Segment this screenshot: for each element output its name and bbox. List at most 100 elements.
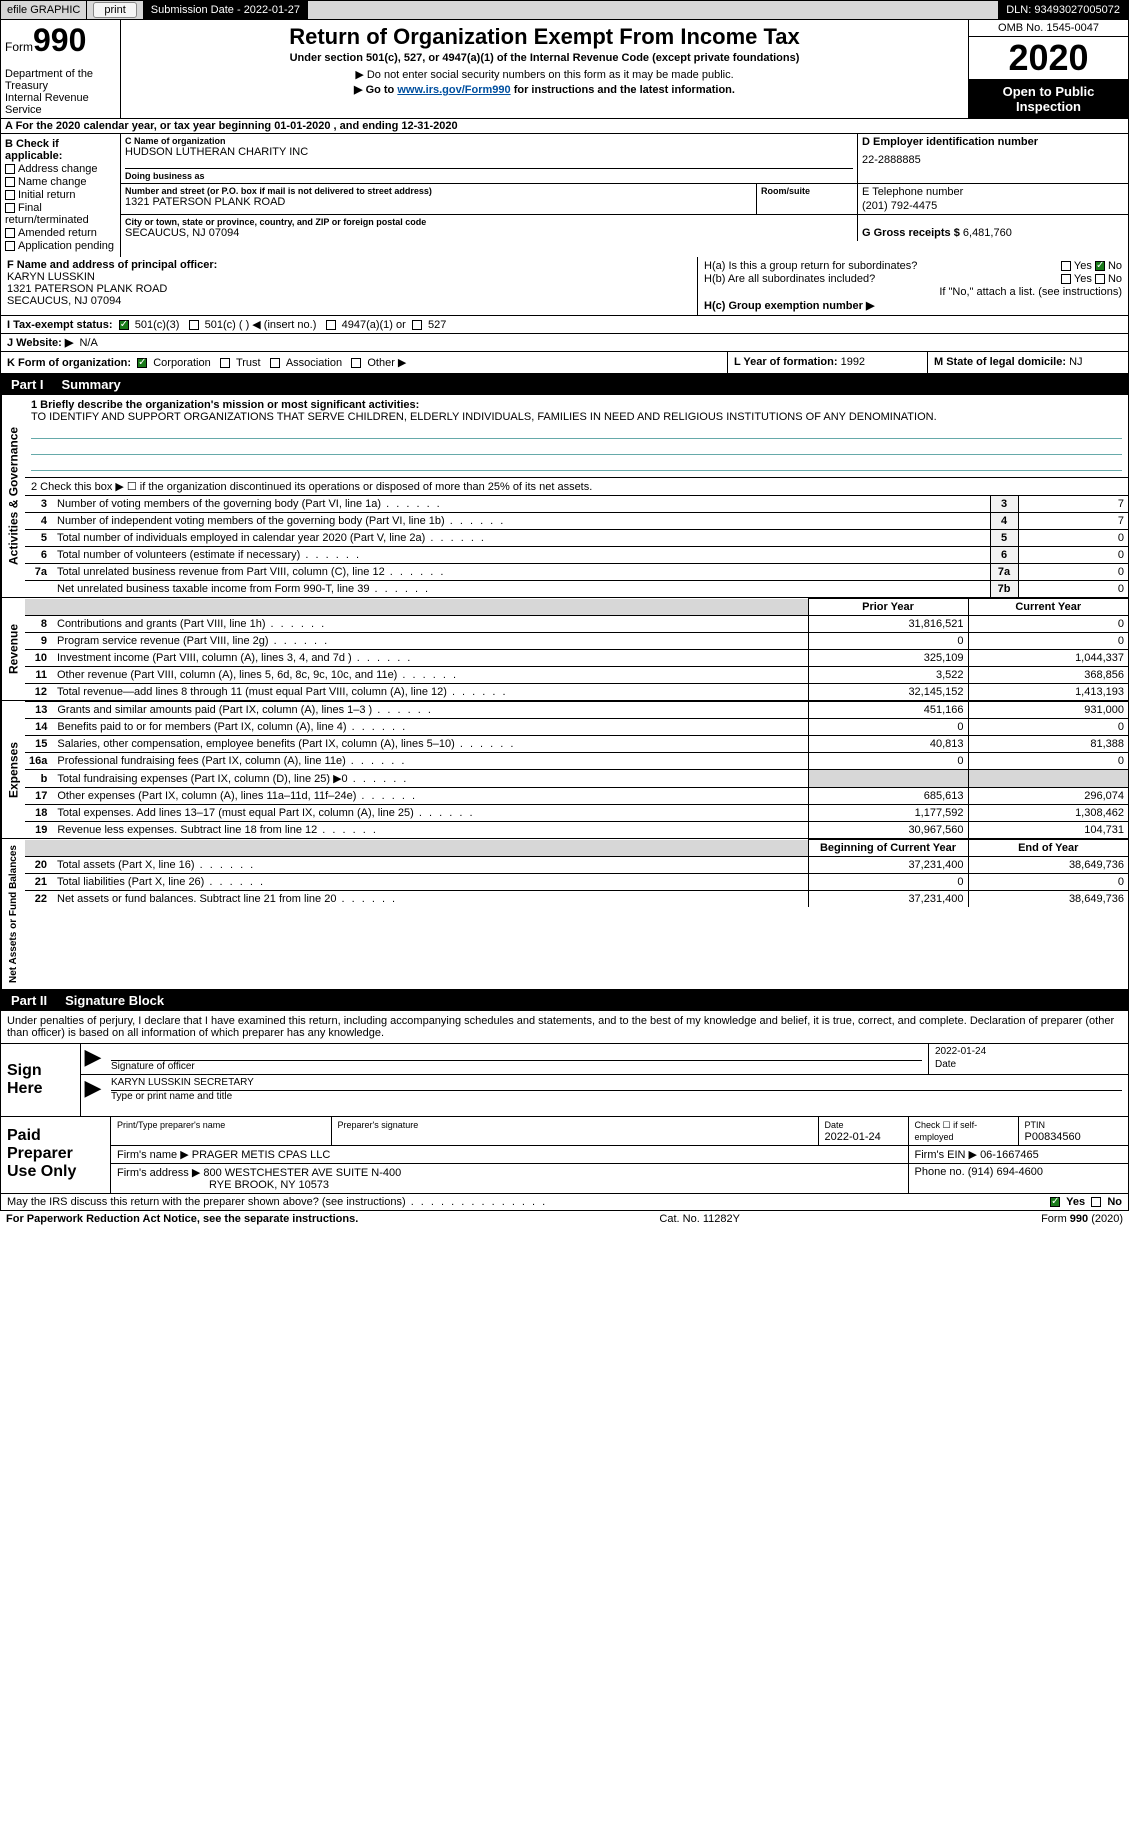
sig-name-lbl: Type or print name and title: [111, 1091, 232, 1102]
h-b-no-chk[interactable]: [1095, 274, 1105, 284]
print-button[interactable]: print: [93, 2, 136, 18]
chk-application-pending[interactable]: Application pending: [5, 240, 116, 252]
prior-year-val: 37,231,400: [808, 891, 968, 908]
chk-trust[interactable]: [220, 358, 230, 368]
chk-initial-return[interactable]: Initial return: [5, 189, 116, 201]
line-num: [25, 581, 53, 598]
line-desc: Total liabilities (Part X, line 26): [53, 874, 808, 891]
table-row: bTotal fundraising expenses (Part IX, co…: [25, 770, 1128, 788]
chk-address-change[interactable]: Address change: [5, 163, 116, 175]
firm-addr1: 800 WESTCHESTER AVE SUITE N-400: [203, 1167, 401, 1179]
form-subtitle: Under section 501(c), 527, or 4947(a)(1)…: [127, 52, 962, 64]
tax-year: 2020: [969, 37, 1128, 80]
line-box: 7b: [990, 581, 1018, 598]
sig-officer-cell: Signature of officer: [105, 1044, 928, 1074]
f-name: KARYN LUSSKIN: [7, 271, 95, 283]
line-num: 8: [25, 616, 53, 633]
line-desc: Program service revenue (Part VIII, line…: [53, 633, 808, 650]
irs-discuss-row: May the IRS discuss this return with the…: [0, 1194, 1129, 1211]
org-name: HUDSON LUTHERAN CHARITY INC: [125, 146, 853, 158]
prep-name-lbl: Print/Type preparer's name: [117, 1120, 225, 1130]
irs-discuss-yes-chk[interactable]: [1050, 1197, 1060, 1207]
current-year-val: 38,649,736: [968, 891, 1128, 908]
prior-year-val: 451,166: [808, 702, 968, 719]
row-i: I Tax-exempt status: 501(c)(3) 501(c) ( …: [0, 316, 1129, 334]
current-year-val: 38,649,736: [968, 857, 1128, 874]
firm-addr2: RYE BROOK, NY 10573: [209, 1179, 329, 1191]
preparer-table: Print/Type preparer's name Preparer's si…: [111, 1117, 1128, 1193]
addr-value: 1321 PATERSON PLANK ROAD: [125, 196, 752, 208]
part-2-header: Part II Signature Block: [0, 990, 1129, 1011]
hdr-end-year: End of Year: [968, 840, 1128, 857]
prep-ptin-lbl: PTIN: [1025, 1120, 1046, 1130]
line-num: 18: [25, 805, 53, 822]
current-year-val: 296,074: [968, 788, 1128, 805]
preparer-block: Paid Preparer Use Only Print/Type prepar…: [0, 1117, 1129, 1194]
prior-year-val: 31,816,521: [808, 616, 968, 633]
chk-501c3[interactable]: [119, 320, 129, 330]
line-desc: Contributions and grants (Part VIII, lin…: [53, 616, 808, 633]
instructions-link[interactable]: www.irs.gov/Form990: [397, 84, 510, 96]
line-desc: Benefits paid to or for members (Part IX…: [53, 719, 808, 736]
table-row: 13Grants and similar amounts paid (Part …: [25, 702, 1128, 719]
chk-other[interactable]: [351, 358, 361, 368]
link-post: for instructions and the latest informat…: [511, 84, 735, 96]
l-lbl: L Year of formation:: [734, 356, 838, 368]
line-val: 0: [1018, 581, 1128, 598]
table-row: 20Total assets (Part X, line 16)37,231,4…: [25, 857, 1128, 874]
tel-lbl: E Telephone number: [862, 186, 1124, 198]
h-a-yes-chk[interactable]: [1061, 261, 1071, 271]
chk-501c[interactable]: [189, 320, 199, 330]
penalty-text: Under penalties of perjury, I declare th…: [0, 1011, 1129, 1043]
chk-name-change[interactable]: Name change: [5, 176, 116, 188]
current-year-val: 104,731: [968, 822, 1128, 839]
irs-discuss-q: May the IRS discuss this return with the…: [7, 1196, 547, 1208]
line-desc: Investment income (Part VIII, column (A)…: [53, 650, 808, 667]
footer-left: For Paperwork Reduction Act Notice, see …: [6, 1213, 358, 1225]
firm-phone: (914) 694-4600: [968, 1166, 1043, 1178]
m-cell: M State of legal domicile: NJ: [928, 352, 1128, 373]
line-box: 5: [990, 530, 1018, 547]
line-num: 5: [25, 530, 53, 547]
chk-corp[interactable]: [137, 358, 147, 368]
table-row: 7aTotal unrelated business revenue from …: [25, 564, 1128, 581]
firm-ein: 06-1667465: [980, 1149, 1039, 1161]
prior-year-val: 1,177,592: [808, 805, 968, 822]
chk-527[interactable]: [412, 320, 422, 330]
chk-4947[interactable]: [326, 320, 336, 330]
firm-ein-lbl: Firm's EIN ▶: [915, 1149, 978, 1161]
part-1-header: Part I Summary: [0, 374, 1129, 395]
table-row: 11Other revenue (Part VIII, column (A), …: [25, 667, 1128, 684]
line-box: 3: [990, 496, 1018, 513]
chk-assoc[interactable]: [270, 358, 280, 368]
form-title: Return of Organization Exempt From Incom…: [127, 24, 962, 50]
irs-discuss-no-chk[interactable]: [1091, 1197, 1101, 1207]
expenses-block: Expenses 13Grants and similar amounts pa…: [0, 701, 1129, 839]
part-1-title: Summary: [54, 375, 129, 394]
m-lbl: M State of legal domicile:: [934, 356, 1066, 368]
current-year-val: 0: [968, 874, 1128, 891]
revenue-table: Prior Year Current Year 8Contributions a…: [25, 598, 1128, 700]
k-lbl: K Form of organization:: [7, 357, 131, 369]
h-b-yes-chk[interactable]: [1061, 274, 1071, 284]
dept-line: Department of the Treasury: [5, 68, 116, 92]
gross-cell: G Gross receipts $ 6,481,760: [858, 215, 1128, 241]
row-j: J Website: ▶ N/A: [0, 334, 1129, 352]
current-year-val: 81,388: [968, 736, 1128, 753]
l-val: 1992: [841, 356, 865, 368]
tel-cell: E Telephone number (201) 792-4475: [858, 184, 1128, 214]
row-i-lbl: I Tax-exempt status:: [7, 319, 113, 331]
chk-amended-return[interactable]: Amended return: [5, 227, 116, 239]
row-klm: K Form of organization: Corporation Trus…: [0, 352, 1129, 374]
line-desc: Total revenue—add lines 8 through 11 (mu…: [53, 684, 808, 701]
prior-year-val: 32,145,152: [808, 684, 968, 701]
current-year-val: 931,000: [968, 702, 1128, 719]
sign-block: Sign Here ▶ Signature of officer 2022-01…: [0, 1043, 1129, 1117]
chk-final-return[interactable]: Final return/terminated: [5, 202, 116, 226]
line-num: 7a: [25, 564, 53, 581]
h-a-no-chk[interactable]: [1095, 261, 1105, 271]
h-a-lbl: H(a) Is this a group return for subordin…: [704, 260, 917, 272]
line-desc: Number of independent voting members of …: [53, 513, 990, 530]
line-desc: Number of voting members of the governin…: [53, 496, 990, 513]
table-row: 6Total number of volunteers (estimate if…: [25, 547, 1128, 564]
